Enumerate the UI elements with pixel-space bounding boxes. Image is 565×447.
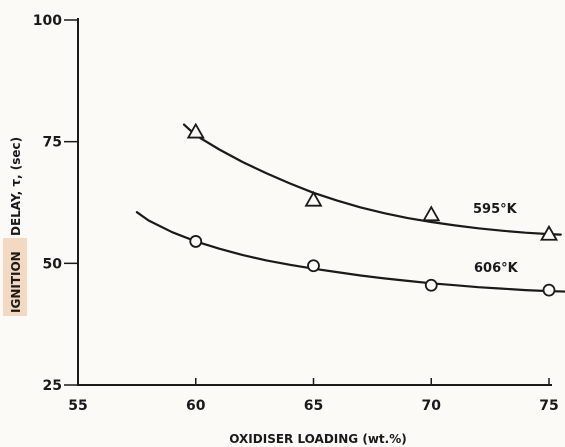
triangle-marker (304, 190, 323, 207)
triangle-marker (186, 122, 205, 139)
y-axis-title-highlight (3, 238, 27, 316)
y-tick-label: 50 (43, 256, 63, 272)
x-tick-label: 70 (422, 398, 442, 414)
triangle-marker (539, 224, 559, 241)
circle-marker (189, 235, 203, 248)
circle-marker (542, 283, 556, 297)
x-tick-label: 60 (186, 398, 206, 414)
x-tick-label: 75 (539, 398, 558, 414)
y-axis-title-prefix: IGNITION (9, 251, 23, 313)
y-tick-label: 100 (33, 13, 62, 29)
fit-curve-series-1 (182, 123, 562, 236)
series-label-595k: 595°K (473, 202, 518, 217)
circle-marker (424, 278, 438, 292)
triangle-marker (422, 205, 441, 222)
y-axis-title: DELAY, τ, (sec) (9, 137, 23, 236)
series-label-606k: 606°K (474, 261, 519, 276)
y-tick-label: 25 (43, 378, 62, 394)
data-markers (186, 122, 559, 297)
y-tick-label: 75 (43, 135, 62, 151)
circle-marker (307, 259, 320, 273)
x-axis-title: OXIDISER LOADING (wt.%) (229, 432, 406, 446)
axis-ticks: 55 60 65 70 75 100 75 50 25 (33, 13, 559, 414)
x-tick-label: 55 (68, 398, 87, 414)
x-tick-label: 65 (304, 398, 323, 414)
